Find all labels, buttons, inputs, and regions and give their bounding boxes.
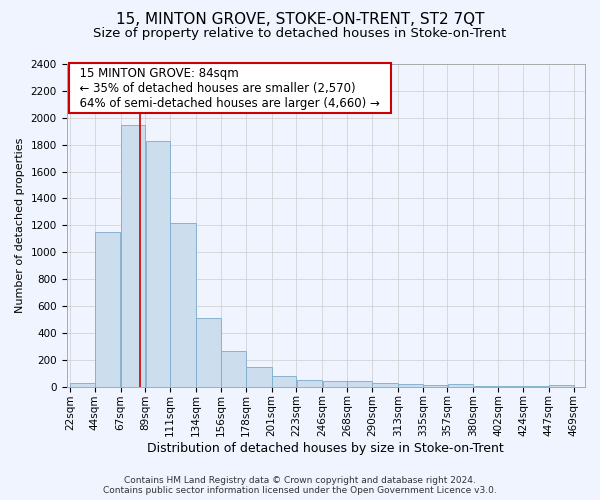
Text: 15 MINTON GROVE: 84sqm  
  ← 35% of detached houses are smaller (2,570)  
  64% : 15 MINTON GROVE: 84sqm ← 35% of detached… [72, 66, 388, 110]
Text: 15, MINTON GROVE, STOKE-ON-TRENT, ST2 7QT: 15, MINTON GROVE, STOKE-ON-TRENT, ST2 7Q… [116, 12, 484, 28]
Text: Size of property relative to detached houses in Stoke-on-Trent: Size of property relative to detached ho… [94, 28, 506, 40]
Text: Contains HM Land Registry data © Crown copyright and database right 2024.
Contai: Contains HM Land Registry data © Crown c… [103, 476, 497, 495]
Bar [246, 366, 272, 386]
Bar [221, 351, 245, 386]
Bar [372, 384, 398, 386]
Bar [347, 382, 372, 386]
Bar [272, 376, 296, 386]
Bar [121, 124, 145, 386]
Bar [423, 384, 448, 386]
Bar [398, 384, 422, 386]
Bar [170, 222, 196, 386]
Bar [323, 380, 347, 386]
Bar [296, 380, 322, 386]
Bar [70, 382, 95, 386]
Bar [146, 140, 170, 386]
Bar [196, 318, 221, 386]
Y-axis label: Number of detached properties: Number of detached properties [15, 138, 25, 313]
X-axis label: Distribution of detached houses by size in Stoke-on-Trent: Distribution of detached houses by size … [148, 442, 504, 455]
Bar [95, 232, 121, 386]
Bar [549, 384, 574, 386]
Bar [448, 384, 473, 386]
